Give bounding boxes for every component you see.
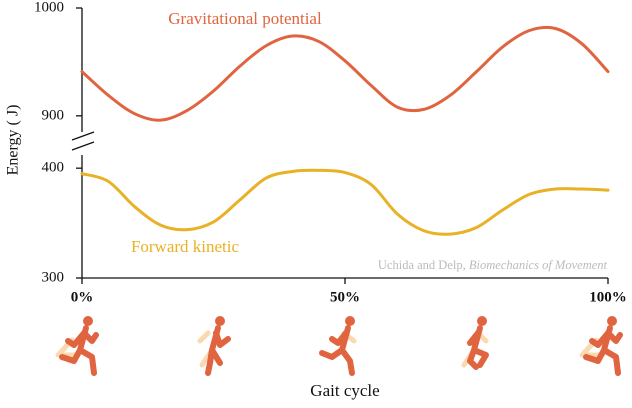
x-axis-label: Gait cycle — [310, 381, 379, 400]
x-tick-label: 0% — [71, 289, 94, 305]
source-note: Uchida and Delp, Biomechanics of Movemen… — [378, 258, 608, 272]
x-tick-label: 100% — [589, 289, 627, 305]
series-line — [80, 25, 610, 122]
y-tick-label: 900 — [42, 107, 65, 123]
runner — [579, 316, 623, 376]
axis-break — [71, 131, 95, 141]
source-title: Biomechanics of Movement — [469, 258, 608, 272]
runner — [319, 316, 357, 376]
y-tick-label: 1000 — [34, 0, 64, 15]
y-tick-label: 300 — [42, 269, 65, 285]
runner — [461, 316, 489, 370]
source-authors: Uchida and Delp, — [378, 258, 466, 272]
runner — [197, 316, 231, 376]
series-line — [80, 168, 610, 236]
y-tick-label: 400 — [42, 160, 65, 176]
series-label: Forward kinetic — [131, 237, 240, 256]
x-tick-label: 50% — [330, 289, 360, 305]
series-label: Gravitational potential — [168, 9, 322, 28]
runner — [55, 316, 99, 376]
axis-break — [71, 141, 95, 151]
y-axis-label: Energy ( J) — [5, 105, 22, 176]
runner-icons — [55, 316, 623, 376]
